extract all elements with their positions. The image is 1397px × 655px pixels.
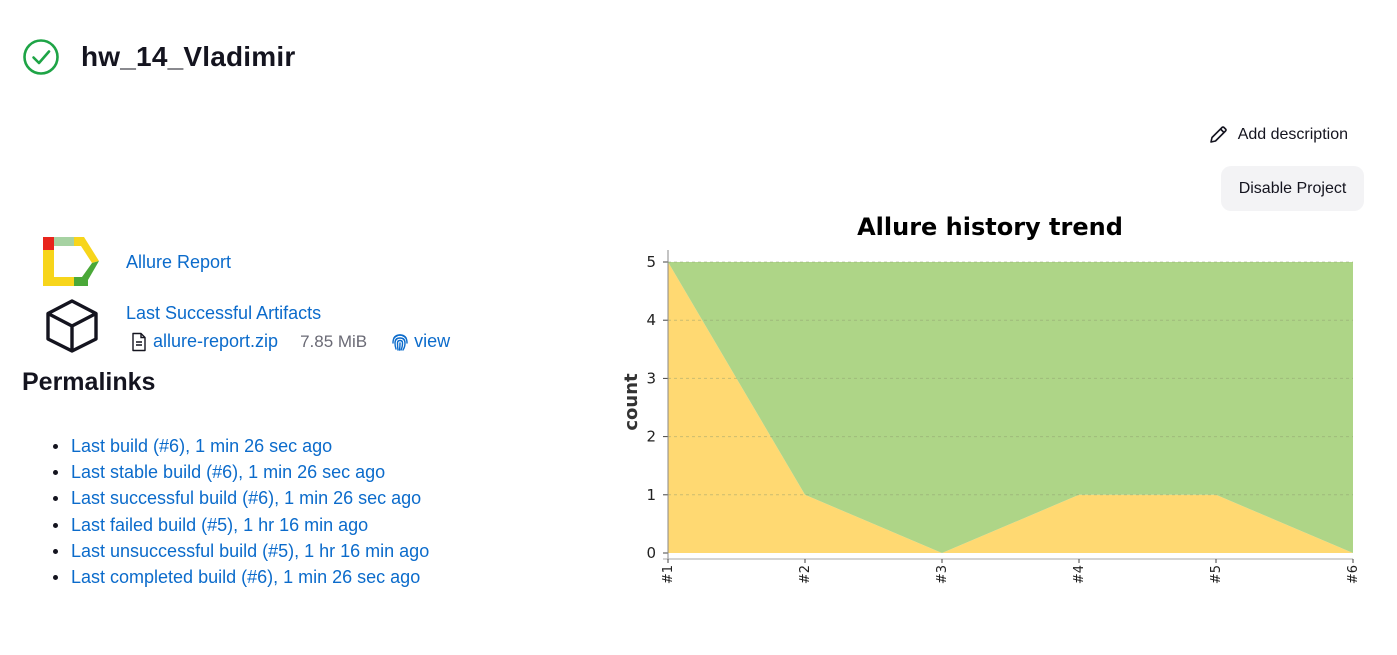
chart-y-tick-label: 1 — [646, 486, 656, 504]
allure-history-trend-chart[interactable]: Allure history trend count 0 1 2 3 4 5 #1 #2 #3 #… — [600, 205, 1380, 605]
chart-x-tick-label: #4 — [1072, 565, 1087, 584]
check-circle-icon — [23, 39, 59, 75]
chart-y-tick-label: 0 — [646, 544, 656, 562]
chart-y-axis-label: count — [621, 373, 642, 431]
allure-report-link[interactable]: Allure Report — [126, 252, 232, 272]
pencil-icon — [1209, 126, 1227, 143]
last-successful-artifacts-link[interactable]: Last Successful Artifacts — [126, 303, 322, 323]
permalink-last-successful-build[interactable]: Last successful build (#6), 1 min 26 sec… — [71, 488, 422, 509]
permalink-last-stable-build[interactable]: Last stable build (#6), 1 min 26 sec ago — [71, 462, 386, 483]
list-item: Last build (#6), 1 min 26 sec ago — [53, 435, 429, 461]
chart-x-tick-label: #6 — [1346, 565, 1361, 584]
chart-x-tick-label: #5 — [1209, 565, 1224, 584]
list-item: Last stable build (#6), 1 min 26 sec ago — [53, 461, 429, 487]
chart-x-tick-label: #1 — [661, 565, 676, 584]
page-title: hw_14_Vladimir — [81, 41, 296, 72]
list-item: Last failed build (#5), 1 hr 16 min ago — [53, 514, 429, 540]
chart-y-tick-label: 4 — [646, 311, 656, 329]
list-item: Last successful build (#6), 1 min 26 sec… — [53, 487, 429, 513]
chart-y-tick-label: 5 — [646, 253, 656, 271]
list-item: Last unsuccessful build (#5), 1 hr 16 mi… — [53, 540, 429, 566]
package-icon — [46, 299, 98, 353]
permalink-last-completed-build[interactable]: Last completed build (#6), 1 min 26 sec … — [71, 566, 421, 587]
title-row: hw_14_Vladimir — [22, 38, 295, 76]
list-item: Last completed build (#6), 1 min 26 sec … — [53, 566, 429, 592]
disable-project-button[interactable]: Disable Project — [1221, 166, 1364, 211]
allure-logo-icon[interactable] — [43, 237, 100, 286]
chart-x-tick-label: #2 — [798, 565, 813, 584]
chart-title: Allure history trend — [857, 213, 1123, 241]
chart-y-tick-label: 2 — [646, 428, 656, 446]
add-description-label: Add description — [1237, 126, 1348, 143]
chart-y-tick-label: 3 — [646, 369, 656, 387]
permalink-last-unsuccessful-build[interactable]: Last unsuccessful build (#5), 1 hr 16 mi… — [71, 540, 430, 561]
artifact-file-link[interactable]: allure-report.zip — [153, 331, 279, 351]
chart-area-series-0 — [668, 262, 1353, 553]
chart-area-series-1 — [668, 262, 1353, 553]
chart-x-tick-label: #3 — [935, 565, 950, 584]
permalink-last-failed-build[interactable]: Last failed build (#5), 1 hr 16 min ago — [71, 514, 369, 535]
permalink-last-build[interactable]: Last build (#6), 1 min 26 sec ago — [71, 436, 333, 456]
artifact-file-row: allure-report.zip 7.85 MiB view — [131, 331, 450, 352]
permalinks-list: Last build (#6), 1 min 26 sec ago Last s… — [53, 435, 429, 592]
document-icon — [132, 332, 146, 351]
add-description-link[interactable]: Add description — [1207, 124, 1348, 146]
artifact-file-size: 7.85 MiB — [300, 331, 368, 351]
view-link[interactable]: view — [414, 331, 451, 351]
fingerprint-icon[interactable] — [391, 332, 409, 352]
permalinks-heading: Permalinks — [22, 368, 156, 396]
